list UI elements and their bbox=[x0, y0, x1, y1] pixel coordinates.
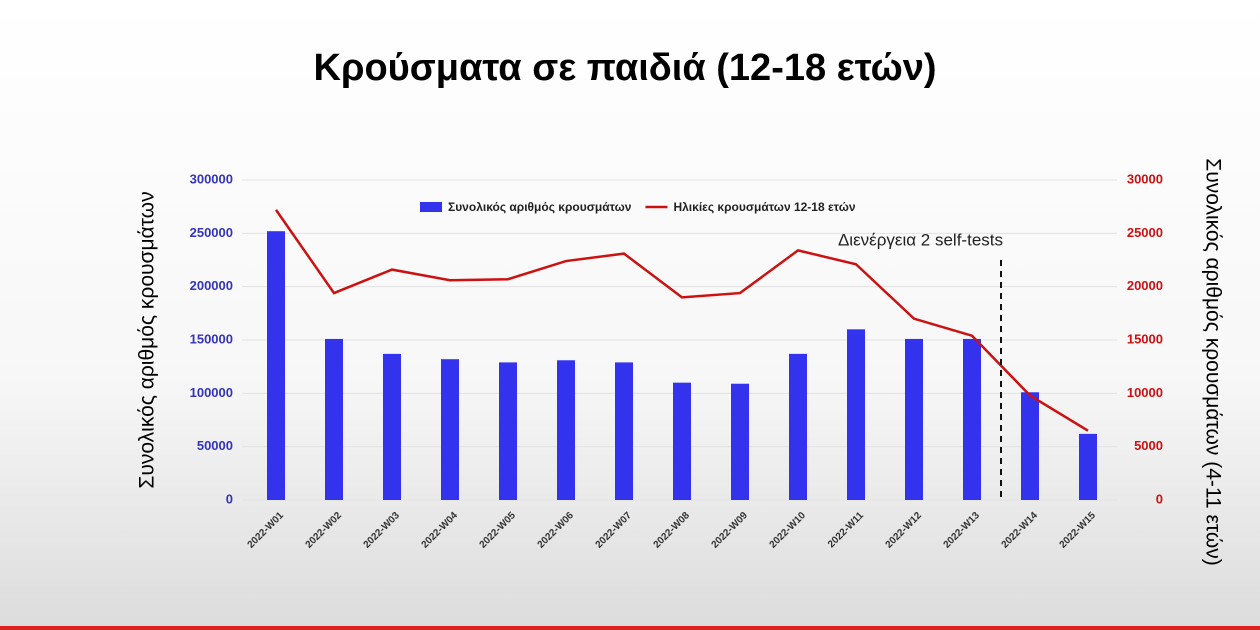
y2-tick-label: 5000 bbox=[1134, 438, 1163, 453]
y2-tick-label: 10000 bbox=[1127, 385, 1163, 400]
bar bbox=[673, 382, 691, 500]
bar bbox=[557, 360, 575, 500]
bar bbox=[847, 329, 865, 500]
bottom-rule bbox=[0, 626, 1260, 630]
bar bbox=[441, 359, 459, 500]
y-tick-label: 150000 bbox=[190, 331, 233, 346]
bar bbox=[905, 338, 923, 500]
y-tick-label: 50000 bbox=[197, 438, 233, 453]
bar bbox=[1079, 433, 1097, 500]
bar bbox=[963, 338, 981, 500]
legend-swatch bbox=[420, 202, 442, 212]
legend-label: Ηλικίες κρουσμάτων 12-18 ετών bbox=[673, 200, 855, 214]
legend-label: Συνολικός αριθμός κρουσμάτων bbox=[448, 200, 632, 214]
y-tick-label: 0 bbox=[226, 491, 233, 506]
y-tick-label: 250000 bbox=[190, 225, 233, 240]
bar bbox=[615, 362, 633, 500]
y-tick-label: 100000 bbox=[190, 385, 233, 400]
bar bbox=[499, 362, 517, 500]
chart-title: Κρούσματα σε παιδιά (12-18 ετών) bbox=[314, 47, 937, 89]
y2-tick-label: 0 bbox=[1156, 491, 1163, 506]
annotation: Διενέργεια 2 self-tests bbox=[838, 230, 1003, 249]
bar bbox=[1021, 392, 1039, 500]
bar bbox=[789, 353, 807, 500]
bar bbox=[731, 383, 749, 500]
bar bbox=[267, 231, 285, 500]
y2-tick-label: 20000 bbox=[1127, 278, 1163, 293]
y-tick-label: 200000 bbox=[190, 278, 233, 293]
bar bbox=[383, 353, 401, 500]
y2-axis-label: Συνολικός αριθμός κρουσμάτων (4-11 ετών) bbox=[1201, 158, 1224, 566]
bar bbox=[325, 338, 343, 500]
y2-tick-label: 15000 bbox=[1127, 331, 1163, 346]
line bbox=[274, 209, 1089, 432]
y-tick-label: 300000 bbox=[190, 171, 233, 186]
y2-tick-label: 25000 bbox=[1127, 225, 1163, 240]
y-axis-label: Συνολικός αριθμός κρουσμάτων bbox=[136, 191, 159, 488]
y2-tick-label: 30000 bbox=[1127, 171, 1163, 186]
